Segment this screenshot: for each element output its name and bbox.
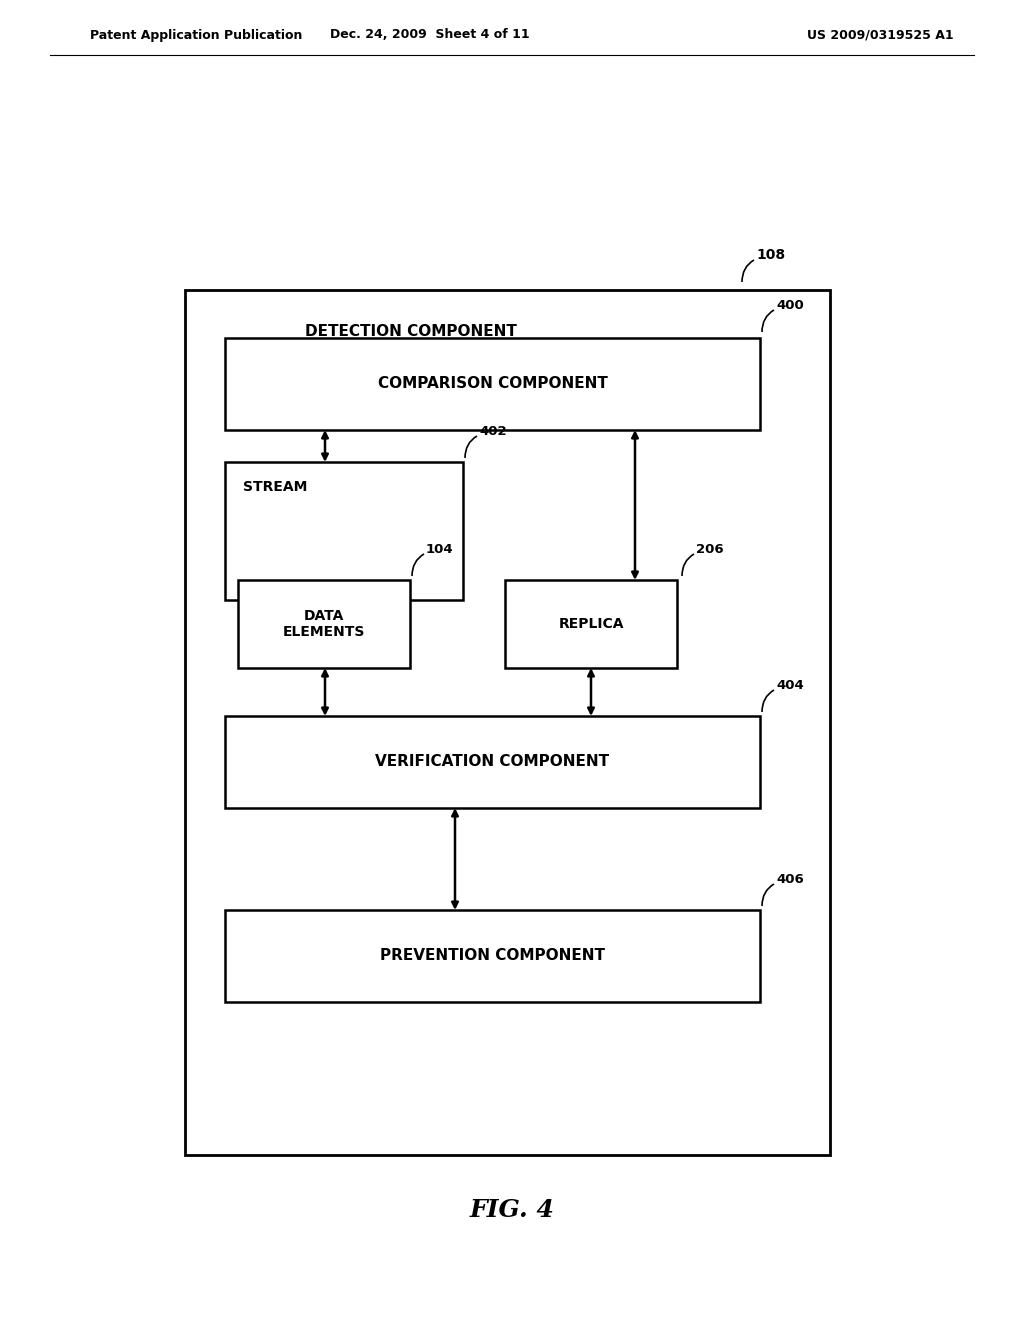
Bar [225, 715, 760, 808]
Bar [225, 462, 463, 601]
Text: DATA
ELEMENTS: DATA ELEMENTS [283, 609, 366, 639]
Text: FIG. 4: FIG. 4 [470, 1199, 554, 1222]
Bar [185, 290, 830, 1155]
Text: 108: 108 [756, 248, 785, 261]
Text: DETECTION COMPONENT: DETECTION COMPONENT [305, 325, 517, 339]
Text: Dec. 24, 2009  Sheet 4 of 11: Dec. 24, 2009 Sheet 4 of 11 [330, 29, 529, 41]
Text: Patent Application Publication: Patent Application Publication [90, 29, 302, 41]
Text: US 2009/0319525 A1: US 2009/0319525 A1 [807, 29, 953, 41]
Bar [505, 579, 677, 668]
Bar [238, 579, 410, 668]
Text: PREVENTION COMPONENT: PREVENTION COMPONENT [380, 949, 605, 964]
Text: COMPARISON COMPONENT: COMPARISON COMPONENT [378, 376, 607, 392]
Text: 104: 104 [426, 543, 454, 556]
Text: 404: 404 [776, 678, 804, 692]
Text: REPLICA: REPLICA [558, 616, 624, 631]
Text: VERIFICATION COMPONENT: VERIFICATION COMPONENT [376, 755, 609, 770]
Text: 406: 406 [776, 873, 804, 886]
Bar [225, 909, 760, 1002]
Bar [225, 338, 760, 430]
Text: STREAM: STREAM [243, 480, 307, 494]
Text: 402: 402 [479, 425, 507, 438]
Text: 206: 206 [696, 543, 724, 556]
Text: 400: 400 [776, 300, 804, 312]
